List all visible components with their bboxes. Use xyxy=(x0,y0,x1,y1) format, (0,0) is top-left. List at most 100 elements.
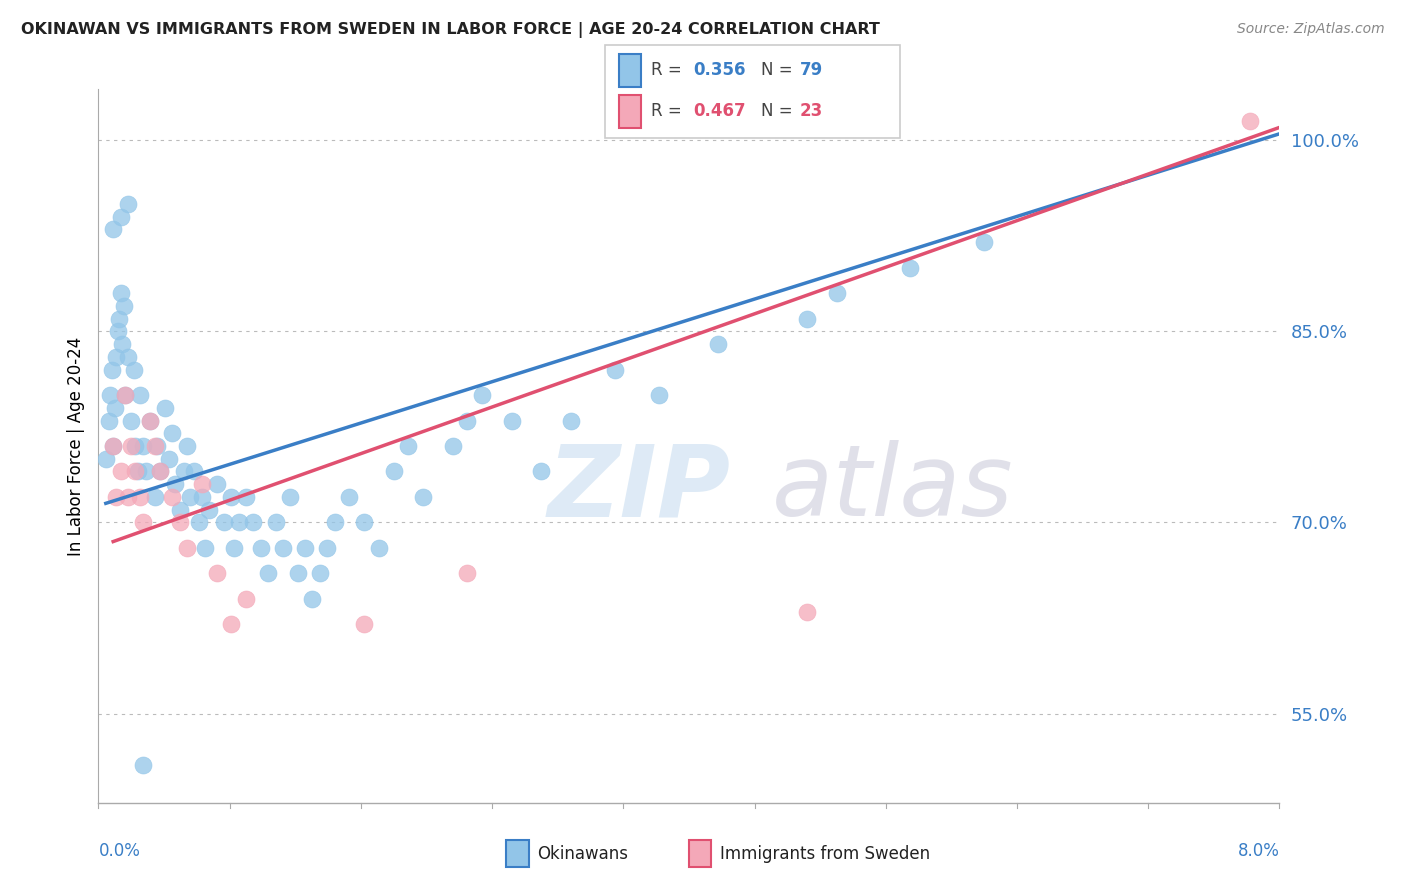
Point xyxy=(191,477,214,491)
Point xyxy=(112,299,135,313)
Point xyxy=(149,465,172,479)
Point xyxy=(111,337,134,351)
Text: Source: ZipAtlas.com: Source: ZipAtlas.com xyxy=(1237,22,1385,37)
Point xyxy=(228,516,250,530)
Point xyxy=(191,490,214,504)
Point xyxy=(198,502,221,516)
Point xyxy=(120,413,142,427)
Text: 79: 79 xyxy=(800,62,824,79)
Point xyxy=(501,413,523,427)
Point xyxy=(398,439,420,453)
Point xyxy=(221,617,243,632)
Point xyxy=(153,401,176,415)
Point xyxy=(128,388,150,402)
Point xyxy=(132,516,155,530)
Point xyxy=(143,439,166,453)
Point xyxy=(368,541,391,555)
Point xyxy=(110,465,132,479)
Point xyxy=(132,439,155,453)
Point xyxy=(105,490,128,504)
Point xyxy=(457,413,479,427)
Point xyxy=(183,465,205,479)
Point xyxy=(301,591,323,606)
Text: R =: R = xyxy=(651,103,688,120)
Point xyxy=(124,465,146,479)
Point xyxy=(353,516,375,530)
Point xyxy=(294,541,316,555)
Point xyxy=(114,388,136,402)
Point xyxy=(110,210,132,224)
Point xyxy=(471,388,494,402)
Text: Okinawans: Okinawans xyxy=(537,845,628,863)
Point xyxy=(94,451,117,466)
Point xyxy=(221,490,243,504)
Point xyxy=(146,439,169,453)
Point xyxy=(339,490,361,504)
Point xyxy=(176,439,198,453)
Point xyxy=(107,324,129,338)
Text: 0.356: 0.356 xyxy=(693,62,745,79)
Point xyxy=(224,541,246,555)
Point xyxy=(205,566,228,581)
Point xyxy=(205,477,228,491)
Y-axis label: In Labor Force | Age 20-24: In Labor Force | Age 20-24 xyxy=(66,336,84,556)
Point xyxy=(110,286,132,301)
Point xyxy=(149,465,172,479)
Point xyxy=(124,439,146,453)
Text: atlas: atlas xyxy=(772,441,1014,537)
Point xyxy=(264,516,287,530)
Point xyxy=(242,516,264,530)
Point xyxy=(280,490,302,504)
Point xyxy=(187,516,209,530)
Point xyxy=(139,413,162,427)
Text: OKINAWAN VS IMMIGRANTS FROM SWEDEN IN LABOR FORCE | AGE 20-24 CORRELATION CHART: OKINAWAN VS IMMIGRANTS FROM SWEDEN IN LA… xyxy=(21,22,880,38)
Point xyxy=(100,362,122,376)
Point xyxy=(114,388,136,402)
Point xyxy=(103,439,125,453)
Point xyxy=(353,617,375,632)
Point xyxy=(165,477,187,491)
Point xyxy=(139,413,162,427)
Point xyxy=(127,465,149,479)
Point xyxy=(103,222,125,236)
Point xyxy=(117,490,139,504)
Text: 0.0%: 0.0% xyxy=(98,842,141,860)
Point xyxy=(235,591,257,606)
Point xyxy=(560,413,582,427)
Point xyxy=(323,516,346,530)
Text: R =: R = xyxy=(651,62,688,79)
Point xyxy=(179,490,201,504)
Point xyxy=(173,465,195,479)
Point xyxy=(117,197,139,211)
Point xyxy=(250,541,273,555)
Text: 23: 23 xyxy=(800,103,824,120)
Point xyxy=(257,566,280,581)
Text: N =: N = xyxy=(761,62,797,79)
Point xyxy=(135,465,157,479)
Point xyxy=(382,465,405,479)
Point xyxy=(412,490,434,504)
Point xyxy=(796,311,818,326)
Point xyxy=(122,362,145,376)
Point xyxy=(212,516,235,530)
Point xyxy=(157,451,180,466)
Point xyxy=(707,337,730,351)
Point xyxy=(530,465,553,479)
Point xyxy=(117,350,139,364)
Point xyxy=(169,516,191,530)
Point xyxy=(162,426,183,441)
Point xyxy=(900,260,922,275)
Text: 0.467: 0.467 xyxy=(693,103,745,120)
Point xyxy=(235,490,257,504)
Point xyxy=(457,566,479,581)
Point xyxy=(309,566,332,581)
Point xyxy=(1239,114,1261,128)
Point xyxy=(176,541,198,555)
Point xyxy=(441,439,464,453)
Point xyxy=(648,388,671,402)
Text: ZIP: ZIP xyxy=(547,441,730,537)
Point xyxy=(162,490,183,504)
Point xyxy=(194,541,217,555)
Point xyxy=(128,490,150,504)
Point xyxy=(97,413,120,427)
